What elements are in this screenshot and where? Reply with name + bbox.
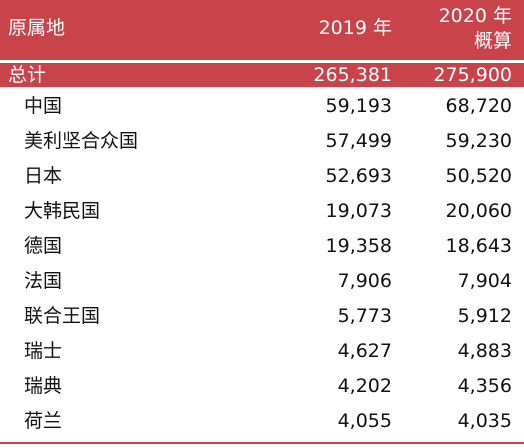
row-origin: 中国 [24,95,63,117]
header-2020-estimate: 概算 [473,30,512,52]
row-origin: 联合王国 [24,305,101,327]
row-2020: 4,883 [457,340,512,362]
row-2019: 5,773 [337,305,392,327]
total-label: 总计 [8,64,47,86]
table-body: 中国 59,193 68,720 美利坚合众国 57,499 59,230 日本… [0,90,524,440]
table-row: 法国 7,906 7,904 [0,265,524,299]
row-2019: 59,193 [325,95,392,117]
row-origin: 法国 [24,270,63,292]
header-divider [0,60,524,63]
row-2020: 18,643 [445,235,512,257]
row-2020: 50,520 [445,165,512,187]
row-2019: 52,693 [325,165,392,187]
row-2019: 4,055 [337,410,392,432]
row-origin: 大韩民国 [24,200,101,222]
row-origin: 瑞典 [24,375,63,397]
table-row: 荷兰 4,055 4,035 [0,405,524,439]
table-row: 美利坚合众国 57,499 59,230 [0,125,524,159]
row-2019: 19,358 [325,235,392,257]
table-row: 瑞士 4,627 4,883 [0,335,524,369]
row-2019: 4,202 [337,375,392,397]
header-2019: 2019 年 [318,17,392,39]
table-header: 原属地 2019 年 2020 年 概算 [0,0,524,60]
row-2020: 4,356 [457,375,512,397]
row-2020: 5,912 [457,305,512,327]
row-origin: 美利坚合众国 [24,130,139,152]
table-row: 中国 59,193 68,720 [0,90,524,124]
row-origin: 德国 [24,235,63,257]
row-origin: 日本 [24,165,63,187]
header-2020-year: 2020 年 [438,5,512,27]
row-2020: 4,035 [457,410,512,432]
table-row: 联合王国 5,773 5,912 [0,300,524,334]
row-origin: 瑞士 [24,340,63,362]
row-2019: 4,627 [337,340,392,362]
row-2019: 19,073 [325,200,392,222]
bottom-rule [0,442,524,444]
row-2020: 20,060 [445,200,512,222]
row-2020: 68,720 [445,95,512,117]
total-2020: 275,900 [433,64,512,86]
row-2020: 7,904 [457,270,512,292]
row-origin: 荷兰 [24,410,63,432]
header-origin: 原属地 [8,17,66,39]
table-row: 瑞典 4,202 4,356 [0,370,524,404]
table-row: 德国 19,358 18,643 [0,230,524,264]
total-2019: 265,381 [313,64,392,86]
row-2019: 7,906 [337,270,392,292]
table-row: 日本 52,693 50,520 [0,160,524,194]
header-2020: 2020 年 概算 [439,4,512,54]
row-2019: 57,499 [325,130,392,152]
total-row: 总计 265,381 275,900 [0,63,524,87]
table-row: 大韩民国 19,073 20,060 [0,195,524,229]
row-2020: 59,230 [445,130,512,152]
